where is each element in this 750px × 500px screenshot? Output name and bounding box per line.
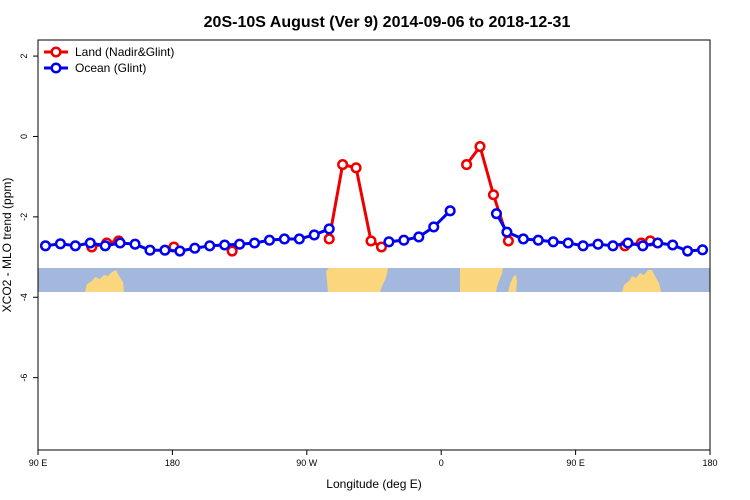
legend-ocean-marker (50, 62, 62, 74)
y-axis: 2 0 -2 -4 -6 (19, 54, 38, 382)
y-tick-label: -6 (19, 374, 29, 382)
data-point-ocean (144, 244, 156, 256)
data-point-ocean (547, 236, 559, 248)
data-point-ocean (234, 238, 246, 250)
data-point-ocean (517, 233, 529, 245)
data-point-ocean (490, 208, 503, 220)
y-tick-label: 2 (19, 54, 29, 59)
data-point-land (350, 162, 362, 174)
y-tick-label: -4 (19, 293, 29, 301)
data-point-ocean (637, 240, 649, 252)
data-point-ocean (39, 240, 52, 252)
data-point-ocean (428, 221, 440, 233)
data-point-ocean (204, 240, 216, 252)
data-point-ocean (69, 240, 81, 252)
legend-land-marker (50, 46, 62, 58)
series-line-land (327, 163, 383, 249)
data-point-land (474, 140, 486, 153)
data-point-ocean (667, 239, 679, 251)
x-tick-label: 90 E (29, 458, 48, 468)
data-point-ocean (696, 244, 709, 256)
data-point-ocean (308, 229, 320, 241)
series-line-land (465, 145, 510, 242)
data-point-ocean (263, 234, 276, 246)
data-point-land (487, 189, 500, 201)
x-tick-label: 180 (702, 458, 717, 468)
plot-frame (37, 39, 711, 451)
data-point-ocean (413, 231, 425, 243)
data-point-ocean (592, 238, 604, 250)
data-point-ocean (84, 237, 96, 249)
data-point-ocean (54, 238, 66, 250)
x-axis: 90 E 180 90 W 0 90 E 180 (29, 450, 718, 468)
data-point-ocean (577, 240, 589, 252)
map-strip (38, 268, 710, 292)
data-point-ocean (398, 234, 410, 246)
land-region-3 (460, 268, 503, 292)
data-point-ocean (562, 237, 574, 249)
data-point-ocean (682, 245, 694, 257)
data-point-ocean (501, 226, 513, 238)
series-layer (39, 140, 709, 257)
x-tick-label: 90 W (296, 458, 318, 468)
data-point-land (337, 159, 349, 171)
data-point-ocean (174, 245, 186, 257)
data-point-ocean (607, 240, 619, 252)
data-point-ocean (278, 233, 290, 245)
land-region-5 (622, 270, 661, 292)
data-point-ocean (383, 236, 395, 248)
data-point-ocean (114, 237, 126, 249)
x-tick-label: 180 (165, 458, 180, 468)
x-tick-label: 90 E (566, 458, 585, 468)
legend-land-label: Land (Nadir&Glint) (75, 45, 174, 59)
y-axis-label: XCO2 - MLO trend (ppm) (0, 178, 14, 313)
chart-title: 20S-10S August (Ver 9) 2014-09-06 to 201… (204, 14, 571, 31)
data-point-ocean (444, 205, 456, 217)
data-point-ocean (248, 237, 261, 249)
data-point-land (502, 235, 514, 247)
data-point-land (365, 235, 377, 247)
x-tick-label: 0 (439, 458, 444, 468)
data-point-land (323, 233, 335, 245)
legend-ocean-label: Ocean (Glint) (75, 61, 146, 75)
x-axis-label: Longitude (deg E) (326, 477, 421, 491)
land-region-2 (326, 268, 388, 292)
data-point-ocean (99, 240, 111, 252)
data-point-land (375, 241, 388, 253)
data-point-land (226, 245, 238, 257)
data-point-ocean (129, 238, 141, 250)
legend: Land (Nadir&Glint) Ocean (Glint) (44, 45, 174, 75)
data-point-ocean (323, 223, 335, 235)
data-point-ocean (189, 242, 201, 254)
data-point-ocean (652, 237, 664, 249)
y-tick-label: -2 (19, 213, 29, 221)
data-point-ocean (219, 239, 231, 251)
land-region-1 (85, 270, 124, 292)
data-point-ocean (159, 244, 171, 256)
y-tick-label: 0 (19, 134, 29, 139)
data-point-ocean (293, 233, 305, 245)
data-point-ocean (532, 234, 544, 246)
data-point-ocean (622, 237, 634, 249)
land-region-4 (508, 275, 517, 292)
data-point-land (461, 159, 473, 171)
